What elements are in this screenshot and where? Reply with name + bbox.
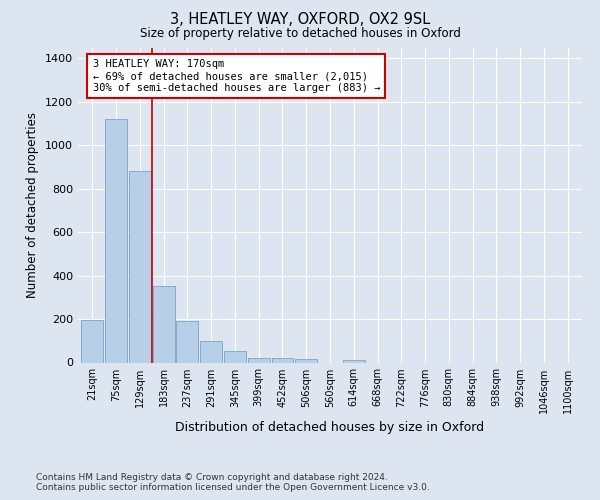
Bar — [224, 351, 246, 362]
Text: 3, HEATLEY WAY, OXFORD, OX2 9SL: 3, HEATLEY WAY, OXFORD, OX2 9SL — [170, 12, 430, 28]
Text: Contains HM Land Registry data © Crown copyright and database right 2024.
Contai: Contains HM Land Registry data © Crown c… — [36, 473, 430, 492]
Bar — [200, 341, 222, 362]
Bar — [152, 286, 175, 362]
Text: Size of property relative to detached houses in Oxford: Size of property relative to detached ho… — [140, 28, 460, 40]
Bar — [129, 172, 151, 362]
Text: 3 HEATLEY WAY: 170sqm
← 69% of detached houses are smaller (2,015)
30% of semi-d: 3 HEATLEY WAY: 170sqm ← 69% of detached … — [92, 60, 380, 92]
Bar — [82, 320, 103, 362]
Bar — [343, 360, 365, 362]
X-axis label: Distribution of detached houses by size in Oxford: Distribution of detached houses by size … — [175, 421, 485, 434]
Bar — [176, 321, 198, 362]
Y-axis label: Number of detached properties: Number of detached properties — [26, 112, 40, 298]
Bar — [295, 358, 317, 362]
Bar — [272, 358, 293, 362]
Bar — [105, 119, 127, 362]
Bar — [248, 358, 269, 362]
